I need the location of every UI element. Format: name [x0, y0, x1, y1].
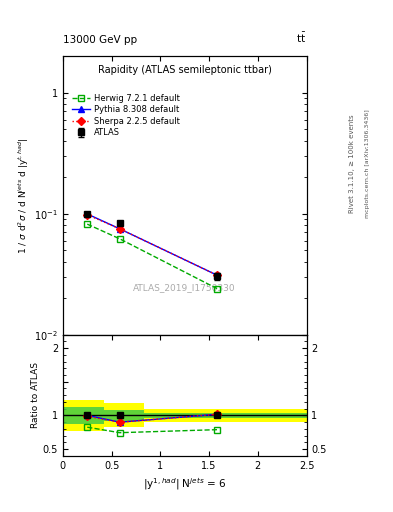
Line: Pythia 8.308 default: Pythia 8.308 default — [84, 210, 220, 279]
Sherpa 2.2.5 default — [85, 211, 90, 218]
Text: Rapidity (ATLAS semileptonic ttbar): Rapidity (ATLAS semileptonic ttbar) — [98, 65, 272, 75]
Sherpa 2.2.5 default — [118, 226, 122, 232]
Herwig 7.2.1 default — [118, 236, 122, 242]
Pythia 8.308 default — [118, 226, 122, 232]
Line: Sherpa 2.2.5 default: Sherpa 2.2.5 default — [84, 212, 220, 278]
X-axis label: |y$^{1,had}$| N$^{jets}$ = 6: |y$^{1,had}$| N$^{jets}$ = 6 — [143, 476, 226, 492]
Pythia 8.308 default — [85, 211, 90, 217]
Text: ATLAS_2019_I1750330: ATLAS_2019_I1750330 — [133, 283, 236, 292]
Y-axis label: Ratio to ATLAS: Ratio to ATLAS — [31, 362, 40, 428]
Herwig 7.2.1 default — [215, 286, 220, 292]
Herwig 7.2.1 default — [85, 221, 90, 227]
Pythia 8.308 default — [215, 272, 220, 279]
Text: Rivet 3.1.10, ≥ 100k events: Rivet 3.1.10, ≥ 100k events — [349, 115, 355, 213]
Text: 13000 GeV pp: 13000 GeV pp — [63, 35, 137, 45]
Y-axis label: 1 / $\sigma$ d$^2\sigma$ / d N$^{jets}$ d |y$^{t,had}$|: 1 / $\sigma$ d$^2\sigma$ / d N$^{jets}$ … — [17, 137, 31, 253]
Text: t$\bar{\rm t}$: t$\bar{\rm t}$ — [296, 31, 307, 45]
Text: mcplots.cern.ch [arXiv:1306.3436]: mcplots.cern.ch [arXiv:1306.3436] — [365, 110, 370, 218]
Legend: Herwig 7.2.1 default, Pythia 8.308 default, Sherpa 2.2.5 default, ATLAS: Herwig 7.2.1 default, Pythia 8.308 defau… — [72, 94, 180, 137]
Line: Herwig 7.2.1 default: Herwig 7.2.1 default — [84, 221, 220, 292]
Sherpa 2.2.5 default — [215, 272, 220, 279]
